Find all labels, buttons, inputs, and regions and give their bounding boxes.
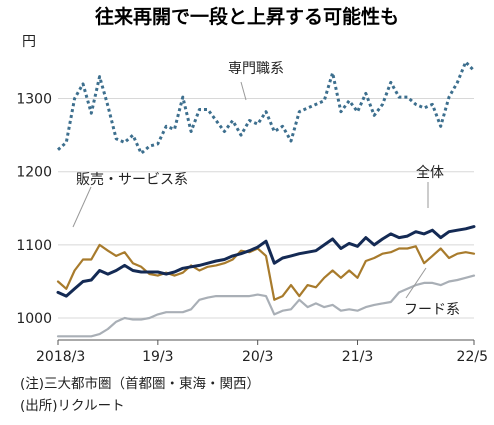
series-line-senmon (57, 60, 476, 155)
x-tick-label: 21/3 (342, 349, 373, 365)
zentai-label: 全体 (416, 164, 444, 181)
y-tick-labels: 1000 1100 1200 1300 (16, 92, 52, 328)
x-tick-label: 22/5 (457, 349, 488, 365)
x-tick-label: 2018/3 (36, 349, 85, 365)
hanbai-leader-line (72, 186, 92, 228)
y-tick-label-1100: 1100 (16, 238, 52, 254)
hanbai-label: 販売・サービス系 (76, 172, 188, 188)
note-line: (注)三大都市圏（首都圏・東海・関西） (20, 375, 260, 392)
y-tick-label-1300: 1300 (16, 92, 52, 108)
series-lines (56, 60, 476, 338)
food-leader-line (405, 267, 427, 299)
source-line: (出所)リクルート (20, 398, 125, 414)
x-tick-labels: 2018/3 19/3 20/3 21/3 22/5 (36, 340, 488, 365)
series-line-food (56, 274, 476, 338)
senmon-leader-line (240, 81, 247, 101)
y-axis-unit: 円 (22, 34, 36, 50)
series-line-zentai (56, 225, 476, 298)
y-tick-label-1000: 1000 (16, 311, 52, 327)
food-label: フード系 (404, 302, 460, 318)
x-tick-label: 20/3 (242, 349, 273, 365)
series-line-hanbai (56, 243, 476, 301)
x-tick-label: 19/3 (142, 349, 173, 365)
y-tick-label-1200: 1200 (16, 165, 52, 181)
chart-title: 往来再開で一段と上昇する可能性も (95, 5, 399, 28)
senmon-label: 専門職系 (228, 61, 284, 77)
